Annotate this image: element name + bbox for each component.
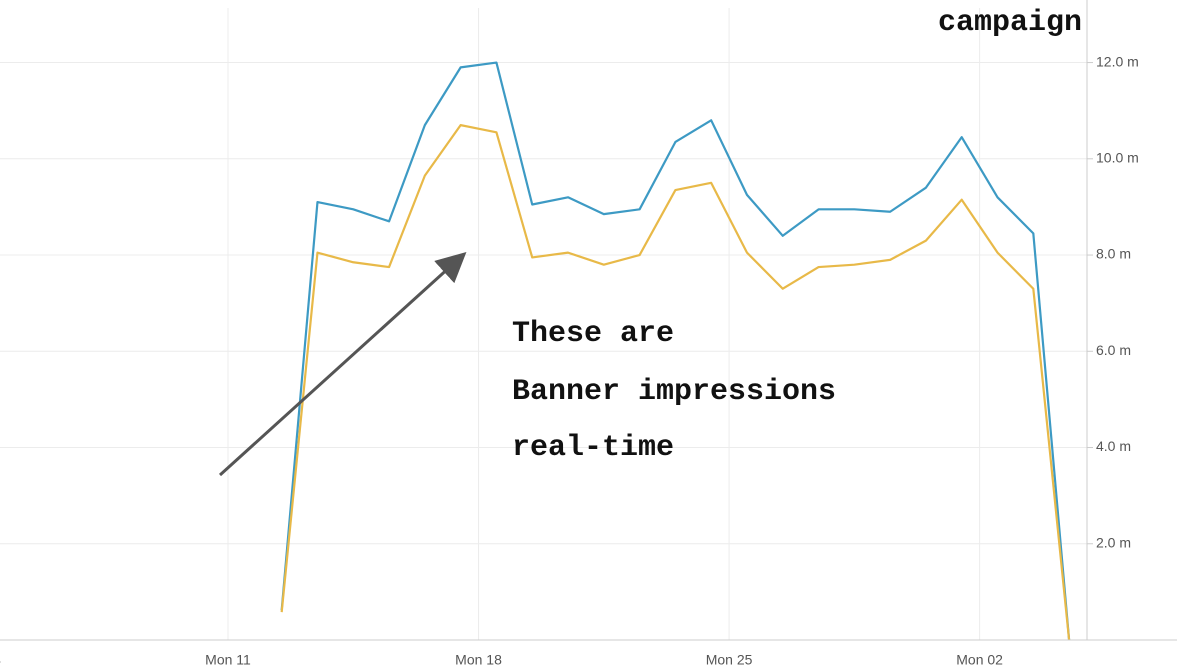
y-tick-label: 8.0 m [1096, 246, 1131, 262]
grid [0, 8, 1087, 640]
lines [280, 61, 1071, 641]
annotation: Banner impressions [512, 375, 836, 409]
series-line [280, 124, 1071, 641]
x-tick-label: Mon 18 [455, 652, 502, 668]
annotation: real-time [512, 431, 674, 465]
y-tick-label: 10.0 m [1096, 150, 1139, 166]
x-tick-label: Mon 04 [0, 652, 1, 668]
annotation: These are [512, 317, 674, 351]
x-tick-label: Mon 11 [205, 652, 251, 668]
y-tick-label: 4.0 m [1096, 438, 1131, 454]
chart-title: campaign [938, 6, 1082, 40]
series-line [280, 61, 1071, 641]
x-tick-label: Mon 25 [706, 652, 753, 668]
y-tick-label: 2.0 m [1096, 534, 1131, 550]
arrow [218, 251, 467, 477]
y-tick-label: 6.0 m [1096, 342, 1131, 358]
y-tick-label: 12.0 m [1096, 53, 1139, 69]
x-tick-label: Mon 02 [956, 652, 1003, 668]
